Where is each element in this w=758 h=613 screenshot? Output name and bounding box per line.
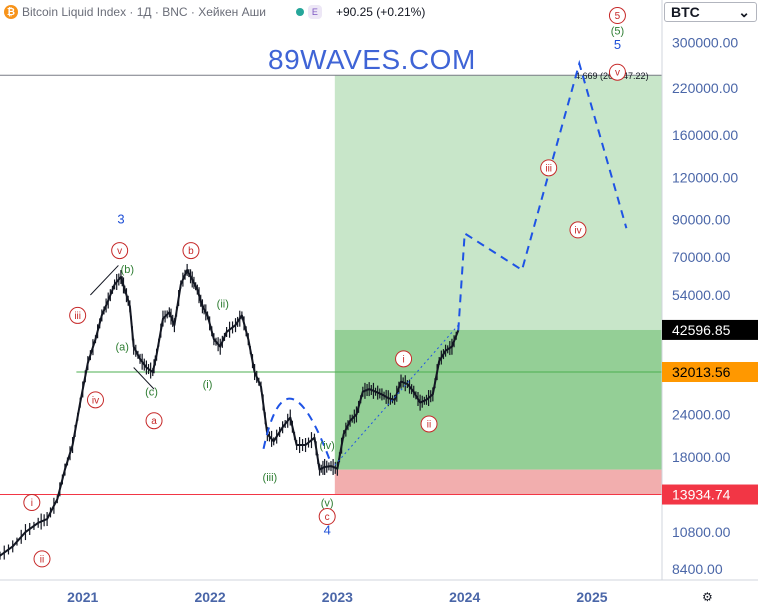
wave-label: 4 bbox=[324, 523, 331, 538]
price-label: 42596.85 bbox=[672, 322, 731, 338]
y-tick-label: 90000.00 bbox=[672, 212, 731, 228]
y-tick-label: 10800.00 bbox=[672, 524, 731, 540]
stop-zone bbox=[334, 469, 662, 495]
status-indicators: E bbox=[295, 5, 322, 19]
wave-label: (5) bbox=[611, 26, 624, 38]
x-tick-label: 2024 bbox=[449, 589, 480, 605]
wave-label: 5 bbox=[614, 37, 621, 52]
wave-label-circle bbox=[318, 508, 336, 526]
target-zone-upper bbox=[334, 75, 662, 330]
forecast-path bbox=[457, 59, 628, 331]
y-tick-label: 160000.00 bbox=[672, 127, 738, 143]
y-tick-label: 24000.00 bbox=[672, 406, 731, 422]
wave-label-circle bbox=[69, 306, 87, 324]
x-tick-label: 2021 bbox=[67, 589, 98, 605]
y-tick-label: 54000.00 bbox=[672, 287, 731, 303]
settings-icon[interactable]: ⚙ bbox=[702, 590, 713, 604]
wave-label: ii bbox=[427, 419, 431, 430]
wave-label: a bbox=[151, 416, 157, 427]
y-tick-label: 300000.00 bbox=[672, 34, 738, 50]
wave-label: iii bbox=[74, 311, 81, 322]
wave-label: iii bbox=[545, 163, 552, 174]
wave-label: iv bbox=[92, 395, 99, 406]
wave-label: (c) bbox=[145, 387, 158, 399]
wave-label-circle bbox=[569, 221, 587, 239]
forecast-dotted bbox=[334, 324, 459, 466]
wave-label: iv bbox=[574, 225, 581, 236]
wave-label: (v) bbox=[321, 498, 334, 510]
x-tick-label: 2023 bbox=[322, 589, 353, 605]
chart-header: ₿ Bitcoin Liquid Index · 1Д · BNC · Хейк… bbox=[0, 0, 425, 24]
wave-label-circle bbox=[608, 7, 626, 25]
wave-label: (iv) bbox=[320, 440, 335, 452]
watermark: 89WAVES.COM bbox=[268, 44, 476, 75]
symbol-title[interactable]: Bitcoin Liquid Index · 1Д · BNC · Хейкен… bbox=[22, 5, 266, 19]
wave-label-circle bbox=[182, 242, 200, 260]
y-tick-label: 120000.00 bbox=[672, 169, 738, 185]
target-zone-lower bbox=[334, 329, 662, 470]
wave-label: v bbox=[615, 68, 620, 79]
wave-label: (ii) bbox=[217, 298, 229, 310]
currency-label: BTC bbox=[671, 4, 700, 20]
chevron-down-icon: ⌄ bbox=[738, 3, 750, 20]
x-tick-label: 2025 bbox=[576, 589, 607, 605]
wave-label-circle bbox=[23, 494, 41, 512]
wave-label: 5 bbox=[615, 11, 621, 22]
bitcoin-logo-icon: ₿ bbox=[4, 5, 18, 19]
wave-label: b bbox=[188, 246, 194, 257]
wave-label-circle bbox=[111, 242, 129, 260]
y-tick-label: 70000.00 bbox=[672, 249, 731, 265]
wave-label: (a) bbox=[115, 342, 128, 354]
wave-label: (i) bbox=[203, 379, 213, 391]
wave-label: ii bbox=[40, 554, 44, 565]
wave-label: (iii) bbox=[263, 472, 278, 484]
wave-label-circle bbox=[395, 350, 413, 368]
wave-label: i bbox=[31, 498, 33, 509]
price-label: 13934.74 bbox=[672, 487, 731, 503]
price-change: +90.25 (+0.21%) bbox=[335, 5, 426, 19]
wave-label-circle bbox=[420, 415, 438, 433]
wave-label: 3 bbox=[117, 212, 124, 227]
wave-label: v bbox=[117, 246, 122, 257]
wedge-line bbox=[90, 265, 119, 296]
price-label-box bbox=[662, 319, 758, 340]
wave-label-circle bbox=[608, 63, 626, 81]
y-tick-label: 18000.00 bbox=[672, 449, 731, 465]
wave-label-circle bbox=[540, 159, 558, 177]
wave-label: i bbox=[402, 354, 404, 365]
price-label: 32013.56 bbox=[672, 364, 731, 380]
x-tick-label: 2022 bbox=[194, 589, 225, 605]
wave-label-circle bbox=[86, 391, 104, 409]
forecast-arc bbox=[262, 397, 332, 464]
y-tick-label: 8400.00 bbox=[672, 561, 723, 577]
price-label-box bbox=[662, 361, 758, 382]
wave-label: c bbox=[325, 512, 330, 523]
market-status-icon bbox=[295, 8, 304, 16]
wedge-line bbox=[133, 367, 155, 390]
wave-label-circle bbox=[145, 412, 163, 430]
e-badge[interactable]: E bbox=[307, 5, 322, 19]
wave-label: (b) bbox=[121, 264, 134, 276]
y-tick-label: 220000.00 bbox=[672, 80, 738, 96]
wave-label-circle bbox=[33, 550, 51, 568]
price-label-box bbox=[662, 484, 758, 505]
currency-selector[interactable]: BTC ⌄ bbox=[664, 2, 757, 22]
